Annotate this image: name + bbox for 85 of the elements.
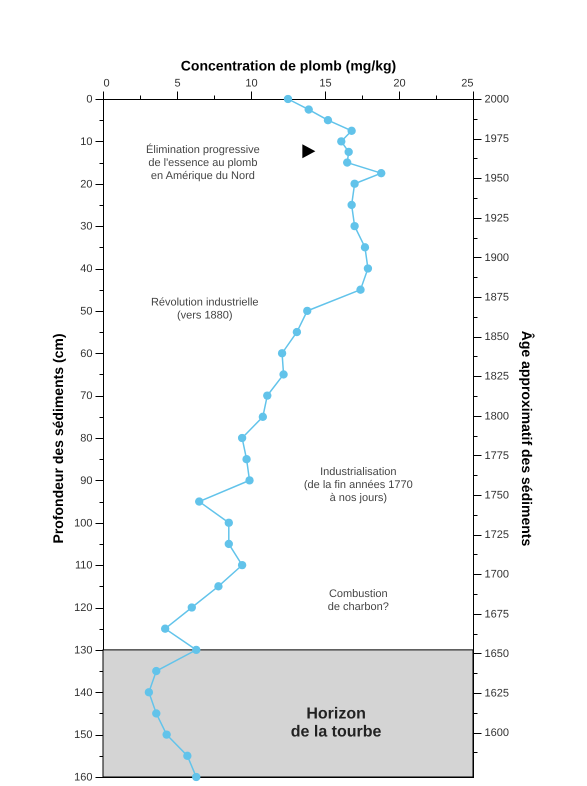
y-tick-label: 40 — [80, 263, 92, 275]
y-tick-label: 100 — [74, 517, 92, 530]
y-tick-label: 80 — [80, 432, 92, 444]
point — [350, 180, 359, 188]
point — [238, 560, 246, 570]
y2-tick-label: 1675 — [484, 608, 509, 620]
point — [245, 476, 254, 485]
annotation: Combustion de charbon? — [328, 588, 389, 613]
x-tick-label: 15 — [319, 78, 332, 90]
y-tick-label: 10 — [80, 136, 92, 148]
y-tick-label: 160 — [74, 772, 92, 784]
y2-tick-label: 1825 — [484, 370, 509, 383]
point — [192, 772, 200, 782]
y-tick-label: 30 — [80, 220, 92, 233]
x-tick-label: 10 — [245, 78, 258, 90]
annotation: Révolution industrielle (vers 1880) — [150, 296, 259, 322]
point — [242, 455, 251, 464]
y2-axis-title: Âge approximatif des sédiments — [518, 330, 535, 546]
point — [214, 582, 223, 590]
point — [284, 94, 292, 104]
y2-tick-label: 1950 — [484, 172, 509, 185]
x-tick-label: 20 — [393, 78, 406, 90]
y-tick-label: 0 — [86, 94, 92, 106]
point — [292, 328, 302, 336]
point — [152, 709, 160, 718]
x-tick-label: 25 — [461, 78, 474, 90]
x-axis-title: Concentration de plomb (mg/kg) — [180, 58, 396, 74]
y-tick-label: 110 — [74, 560, 92, 572]
y2-tick-label: 1750 — [484, 490, 509, 502]
y-tick-label: 20 — [80, 178, 92, 190]
y2-tick-label: 1725 — [484, 529, 509, 542]
point — [238, 434, 246, 442]
y2-tick-label: 1700 — [484, 568, 509, 581]
point — [350, 222, 359, 230]
point — [347, 200, 356, 210]
point — [195, 497, 204, 506]
annotation: Élimination progressive de l'essence au plomb en Amérique du Nord — [146, 142, 260, 182]
y2-tick-label: 1800 — [484, 410, 509, 422]
point — [337, 137, 346, 146]
y2-tick-label: 1775 — [484, 450, 509, 462]
annotation: Industrialisation (de la fin années 1770 à nos jours) — [304, 466, 413, 504]
point — [360, 243, 370, 252]
y2-tick-label: 1600 — [484, 727, 509, 740]
y2-tick-label: 1850 — [484, 331, 509, 344]
point — [279, 370, 288, 379]
y-tick-label: 120 — [74, 602, 92, 614]
y-tick-label: 60 — [80, 348, 92, 360]
y2-tick-label: 1900 — [484, 252, 509, 264]
point — [263, 391, 272, 400]
point — [152, 666, 160, 676]
y2-tick-label: 1650 — [484, 648, 509, 660]
point — [192, 646, 200, 654]
point — [347, 126, 356, 135]
y-tick-label: 90 — [80, 474, 92, 487]
y-tick-label: 70 — [80, 390, 92, 402]
y-tick-label: 50 — [80, 305, 92, 318]
point — [303, 306, 312, 316]
point — [188, 603, 196, 612]
point — [324, 116, 332, 124]
x-tick-label: 5 — [174, 78, 181, 90]
point — [278, 349, 286, 358]
point — [183, 752, 192, 760]
y2-tick-label: 1625 — [484, 688, 509, 700]
point — [364, 264, 372, 273]
y2-tick-label: 1925 — [484, 212, 509, 224]
point — [377, 168, 386, 178]
y2-tick-label: 1975 — [484, 133, 509, 146]
y-axis-title: Profondeur des sédiments (cm) — [50, 333, 66, 544]
point — [144, 688, 154, 696]
x-tick-label: 0 — [104, 78, 110, 90]
point — [224, 518, 233, 527]
y-tick-label: 140 — [74, 686, 92, 699]
band-label: Horizon de la tourbe — [290, 705, 382, 740]
point — [356, 286, 365, 294]
point — [224, 540, 233, 548]
y-tick-label: 130 — [74, 644, 92, 656]
y-tick-label: 150 — [74, 729, 92, 742]
point — [343, 158, 352, 167]
y2-tick-label: 2000 — [484, 94, 509, 106]
point — [160, 624, 170, 633]
y2-tick-label: 1875 — [484, 292, 509, 304]
point — [344, 148, 353, 156]
point — [304, 105, 313, 114]
point — [162, 730, 171, 739]
point — [258, 412, 268, 421]
